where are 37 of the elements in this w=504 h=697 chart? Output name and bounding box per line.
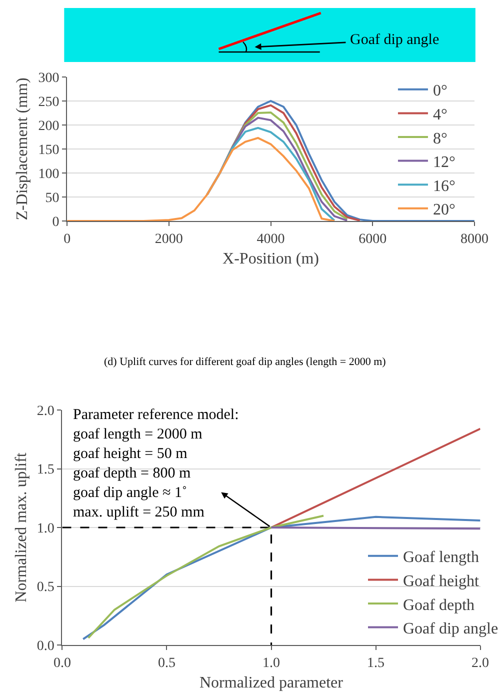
legend-label: 8°: [432, 130, 448, 148]
y-tick-label: 300: [38, 70, 60, 86]
y-tick-label: 2.0: [36, 404, 54, 419]
annotation: Parameter reference model: goaf length = 2000 m goaf height = 50 m goaf depth = 800 m goaf dip angle ≈ 1˚ max. uplift = 250 mm: [73, 407, 239, 520]
legend-label: 0°: [432, 82, 448, 100]
legend-label: Goaf depth: [403, 596, 475, 614]
x-axis-title: Normalized parameter: [200, 674, 344, 692]
y-axis-title: Z-Displacement (mm): [14, 78, 32, 220]
x-tick-label: 2000: [154, 232, 183, 247]
legend-label: Goaf height: [403, 572, 480, 590]
y-tick-label: 100: [38, 166, 60, 182]
legend-label: 4°: [432, 106, 448, 124]
x-tick-label: 1.5: [367, 656, 385, 671]
y-tick-label: 0.5: [36, 580, 54, 596]
y-axis-title: Normalized max. uplift: [12, 452, 30, 602]
text: (d) Uplift curves for different goaf dip angles (length = 2000 m): [104, 356, 386, 368]
y-tick-label: 0: [52, 214, 60, 230]
y-tick-label: 0.0: [36, 638, 54, 654]
x-tick-label: 1.0: [262, 656, 280, 671]
legend-label: Goaf length: [403, 549, 479, 566]
x-tick-label: 4000: [256, 232, 285, 247]
y-tick-label: 1.0: [36, 521, 54, 536]
x-tick-label: 8000: [460, 232, 488, 247]
y-tick-label: 1.5: [36, 462, 54, 478]
legend-label: 12°: [432, 154, 456, 172]
y-tick-label: 50: [45, 190, 60, 206]
y-tick-label: 150: [38, 142, 60, 158]
x-tick-label: 2.0: [472, 656, 490, 671]
x-axis-title: X-Position (m): [222, 250, 319, 268]
x-tick-label: 0.5: [158, 656, 176, 671]
legend-label: Goaf dip angle: [403, 620, 498, 638]
legend-label: 20°: [432, 202, 456, 219]
x-tick-label: 0: [64, 232, 71, 247]
x-tick-label: 6000: [358, 232, 387, 247]
y-tick-label: 250: [38, 94, 60, 110]
legend-label: 16°: [432, 178, 456, 195]
y-tick-label: 200: [38, 118, 60, 134]
